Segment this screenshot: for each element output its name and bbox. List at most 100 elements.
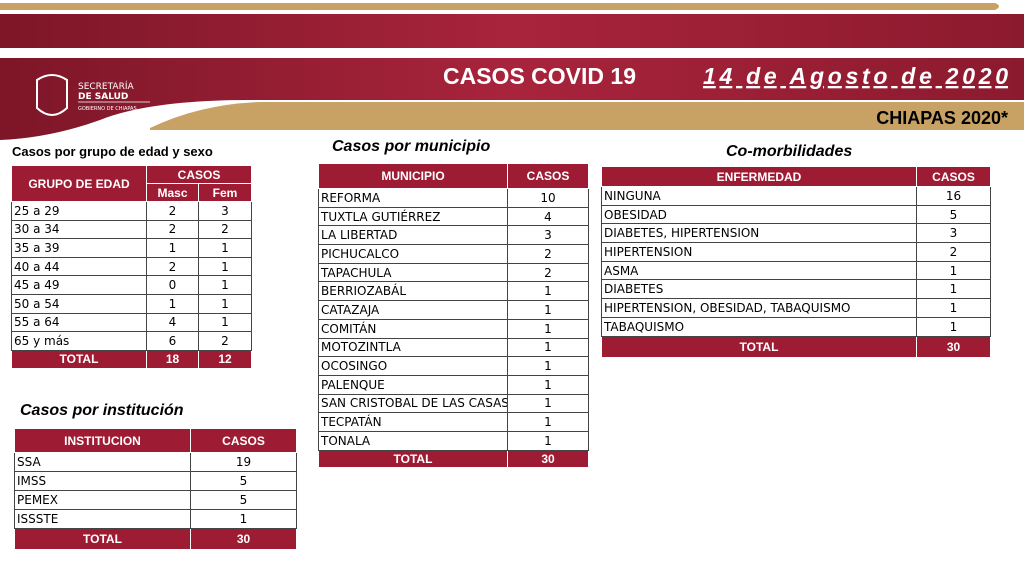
table: ENFERMEDAD CASOS NINGUNA 16 OBESIDAD 5 DIABETE… bbox=[601, 166, 991, 358]
label-cell: PALENQUE bbox=[318, 374, 508, 395]
value-cell: 1 bbox=[507, 281, 589, 302]
value-cell: 1 bbox=[507, 318, 589, 339]
header-cell: Fem bbox=[198, 183, 252, 202]
value-cell: 1 bbox=[916, 316, 991, 337]
row: 55 a 64 4 1 bbox=[11, 312, 252, 333]
total-cell: 30 bbox=[507, 449, 589, 468]
row: PICHUCALCO 2 bbox=[318, 244, 589, 264]
value-cell: 1 bbox=[507, 374, 589, 395]
value-cell: 2 bbox=[198, 219, 252, 240]
total-row: TOTAL 30 bbox=[318, 449, 589, 468]
total-cell: 18 bbox=[146, 349, 199, 369]
row: HIPERTENSION, OBESIDAD, TABAQUISMO 1 bbox=[601, 298, 991, 318]
value-cell: 2 bbox=[916, 242, 991, 262]
header-row: GRUPO DE EDAD CASOS bbox=[11, 165, 252, 202]
value-cell: 5 bbox=[190, 471, 297, 491]
value-cell: 2 bbox=[146, 219, 199, 240]
value-cell: 1 bbox=[198, 312, 252, 333]
value-cell: 1 bbox=[507, 430, 589, 451]
row: 40 a 44 2 1 bbox=[11, 256, 252, 277]
value-cell: 1 bbox=[198, 238, 252, 258]
header-cell: CASOS bbox=[507, 163, 589, 189]
row: 25 a 29 2 3 bbox=[11, 201, 252, 221]
row: IMSS 5 bbox=[14, 471, 297, 491]
label-cell: ASMA bbox=[601, 260, 917, 281]
table: MUNICIPIO CASOS REFORMA 10 TUXTLA GUTIÉRREZ 4… bbox=[318, 163, 589, 468]
row: ISSSTE 1 bbox=[14, 509, 297, 529]
total-cell: TOTAL bbox=[318, 449, 508, 468]
label-cell: NINGUNA bbox=[601, 186, 917, 206]
row: DIABETES 1 bbox=[601, 279, 991, 300]
total-cell: TOTAL bbox=[11, 349, 147, 369]
label-cell: 40 a 44 bbox=[11, 256, 147, 277]
row: 45 a 49 0 1 bbox=[11, 275, 252, 295]
row: TECPATÁN 1 bbox=[318, 412, 589, 432]
table-title: Co-morbilidades bbox=[726, 143, 853, 160]
label-cell: DIABETES bbox=[601, 279, 917, 300]
gold-stripe bbox=[0, 3, 999, 10]
label-cell: REFORMA bbox=[318, 188, 508, 208]
row: SSA 19 bbox=[14, 452, 297, 472]
row: TAPACHULA 2 bbox=[318, 262, 589, 283]
value-cell: 5 bbox=[190, 490, 297, 510]
total-cell: 30 bbox=[916, 335, 991, 358]
label-cell: IMSS bbox=[14, 471, 191, 491]
value-cell: 3 bbox=[916, 223, 991, 244]
label-cell: BERRIOZABÁL bbox=[318, 281, 508, 302]
row: 30 a 34 2 2 bbox=[11, 219, 252, 240]
row: PALENQUE 1 bbox=[318, 374, 589, 395]
header-cell: MUNICIPIO bbox=[318, 163, 508, 189]
value-cell: 2 bbox=[198, 331, 252, 351]
red-band bbox=[0, 58, 1024, 140]
row: NINGUNA 16 bbox=[601, 186, 991, 206]
label-cell: 65 y más bbox=[11, 331, 147, 351]
row: DIABETES, HIPERTENSION 3 bbox=[601, 223, 991, 244]
label-cell: TECPATÁN bbox=[318, 412, 508, 432]
header-row: INSTITUCION CASOS bbox=[14, 428, 297, 453]
table-title: Casos por institución bbox=[20, 402, 184, 419]
label-cell: LA LIBERTAD bbox=[318, 225, 508, 246]
header-cell: CASOS bbox=[916, 166, 991, 187]
label-cell: SAN CRISTOBAL DE LAS CASAS bbox=[318, 393, 508, 414]
row: ASMA 1 bbox=[601, 260, 991, 281]
red-stripe bbox=[0, 14, 1024, 48]
title: CASOS COVID 19 bbox=[443, 63, 636, 89]
header-row: ENFERMEDAD CASOS bbox=[601, 166, 991, 187]
label-cell: SSA bbox=[14, 452, 191, 472]
label-cell: COMITÁN bbox=[318, 318, 508, 339]
label-cell: DIABETES, HIPERTENSION bbox=[601, 223, 917, 244]
header-cell: Masc bbox=[146, 183, 199, 202]
value-cell: 2 bbox=[507, 244, 589, 264]
total-cell: 12 bbox=[198, 349, 252, 369]
value-cell: 1 bbox=[507, 356, 589, 376]
table: GRUPO DE EDAD CASOS Masc Fem 25 a 29 2 3 30 a 3… bbox=[11, 165, 252, 369]
row: PEMEX 5 bbox=[14, 490, 297, 510]
logo-text: SECRETARÍA bbox=[78, 80, 134, 92]
header-row: MUNICIPIO CASOS bbox=[318, 163, 589, 189]
value-cell: 19 bbox=[190, 452, 297, 472]
row: TONALA 1 bbox=[318, 430, 589, 451]
label-cell: ISSSTE bbox=[14, 509, 191, 529]
value-cell: 1 bbox=[507, 337, 589, 358]
label-cell: 45 a 49 bbox=[11, 275, 147, 295]
label-cell: 25 a 29 bbox=[11, 201, 147, 221]
row: TUXTLA GUTIÉRREZ 4 bbox=[318, 206, 589, 227]
label-cell: TONALA bbox=[318, 430, 508, 451]
table-title: Casos por municipio bbox=[332, 138, 491, 155]
row: MOTOZINTLA 1 bbox=[318, 337, 589, 358]
header-cell: CASOS bbox=[146, 165, 252, 184]
label-cell: 35 a 39 bbox=[11, 238, 147, 258]
label-cell: CATAZAJA bbox=[318, 300, 508, 320]
value-cell: 1 bbox=[198, 275, 252, 295]
value-cell: 1 bbox=[198, 256, 252, 277]
value-cell: 1 bbox=[916, 298, 991, 318]
row: HIPERTENSION 2 bbox=[601, 242, 991, 262]
row: 50 a 54 1 1 bbox=[11, 293, 252, 314]
label-cell: HIPERTENSION, OBESIDAD, TABAQUISMO bbox=[601, 298, 917, 318]
label-cell: MOTOZINTLA bbox=[318, 337, 508, 358]
value-cell: 16 bbox=[916, 186, 991, 206]
row: COMITÁN 1 bbox=[318, 318, 589, 339]
value-cell: 1 bbox=[916, 279, 991, 300]
logo-text: DE SALUD bbox=[78, 92, 128, 102]
value-cell: 1 bbox=[198, 293, 252, 314]
